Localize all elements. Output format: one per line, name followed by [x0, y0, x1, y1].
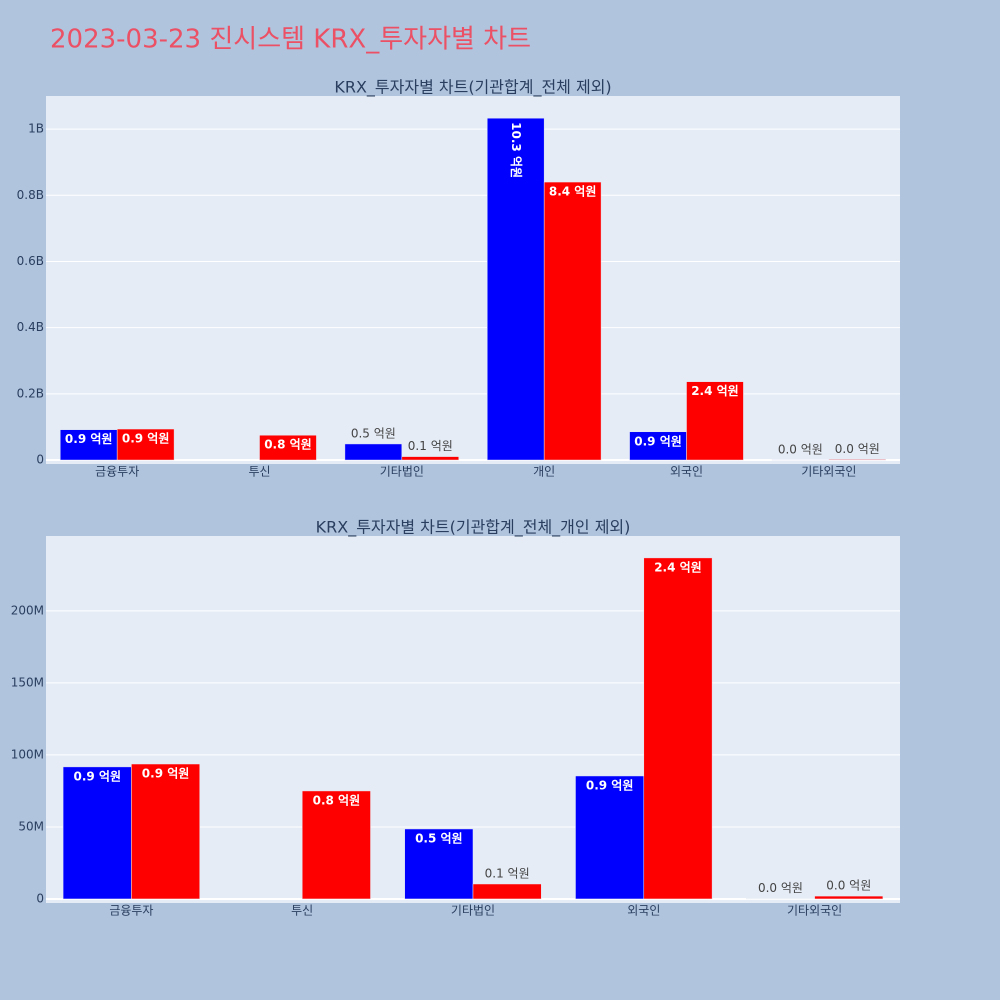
value-label: 0.0 억원 — [778, 442, 823, 456]
x-tick-label: 투신 — [291, 904, 313, 918]
x-tick-label: 금융투자 — [109, 904, 153, 918]
bar — [472, 883, 542, 900]
bar — [643, 557, 713, 900]
x-tick-label: 금융투자 — [95, 465, 139, 479]
y-tick-label: 0 — [36, 453, 44, 467]
bar — [59, 429, 118, 461]
y-tick-label: 0 — [36, 891, 44, 905]
value-label: 0.0 억원 — [835, 442, 880, 456]
value-label: 2.4 억원 — [691, 384, 739, 398]
value-label: 0.9 억원 — [73, 769, 121, 783]
chart-title: KRX_투자자별 차트(기관합계_전체_개인 제외) — [316, 518, 631, 538]
y-tick-label: 0.4B — [17, 320, 44, 334]
value-label: 0.9 억원 — [122, 432, 170, 446]
value-label: 0.0 억원 — [758, 881, 803, 895]
bar — [575, 775, 645, 900]
bar — [259, 434, 317, 461]
x-tick-label: 개인 — [533, 465, 555, 479]
value-label: 0.1 억원 — [408, 439, 453, 453]
value-label: 0.5 억원 — [415, 831, 463, 845]
bar — [301, 790, 371, 900]
value-label: 0.5 억원 — [351, 426, 396, 440]
y-tick-label: 200M — [11, 603, 44, 617]
y-tick-label: 0.2B — [17, 386, 44, 400]
bar — [828, 459, 887, 461]
bar — [401, 456, 460, 461]
bar — [686, 381, 744, 461]
bar — [404, 828, 474, 900]
x-tick-label: 기타외국인 — [787, 904, 842, 918]
bar — [116, 428, 175, 461]
value-label: 0.0 억원 — [826, 879, 871, 893]
value-label: 0.9 억원 — [65, 432, 113, 446]
plot-area — [46, 96, 900, 464]
bar — [62, 766, 132, 900]
value-label: 8.4 억원 — [549, 185, 597, 199]
bar — [344, 443, 403, 461]
y-tick-label: 1B — [28, 122, 44, 136]
x-tick-label: 외국인 — [670, 465, 703, 479]
value-label: 0.9 억원 — [586, 778, 634, 792]
value-label: 0.9 억원 — [142, 767, 190, 781]
y-tick-label: 0.8B — [17, 188, 44, 202]
x-tick-label: 기타외국인 — [801, 465, 856, 479]
value-label: 0.9 억원 — [634, 434, 682, 448]
bar — [814, 895, 884, 900]
value-label: 0.8 억원 — [264, 438, 312, 452]
y-tick-label: 150M — [11, 675, 44, 689]
bar — [543, 181, 602, 461]
page-title: 2023-03-23 진시스템 KRX_투자자별 차트 — [50, 25, 531, 55]
value-label: 0.8 억원 — [313, 793, 361, 807]
x-tick-label: 외국인 — [627, 904, 660, 918]
x-tick-label: 투신 — [248, 465, 270, 479]
value-label: 10.3 억원 — [509, 122, 523, 178]
x-tick-label: 기타법인 — [451, 904, 495, 918]
y-tick-label: 50M — [18, 819, 44, 833]
chart-title: KRX_투자자별 차트(기관합계_전체 제외) — [334, 78, 611, 98]
x-tick-label: 기타법인 — [380, 465, 424, 479]
bar — [131, 763, 200, 900]
y-tick-label: 0.6B — [17, 254, 44, 268]
value-label: 0.1 억원 — [485, 866, 530, 880]
value-label: 2.4 억원 — [654, 560, 702, 574]
y-tick-label: 100M — [11, 747, 44, 761]
